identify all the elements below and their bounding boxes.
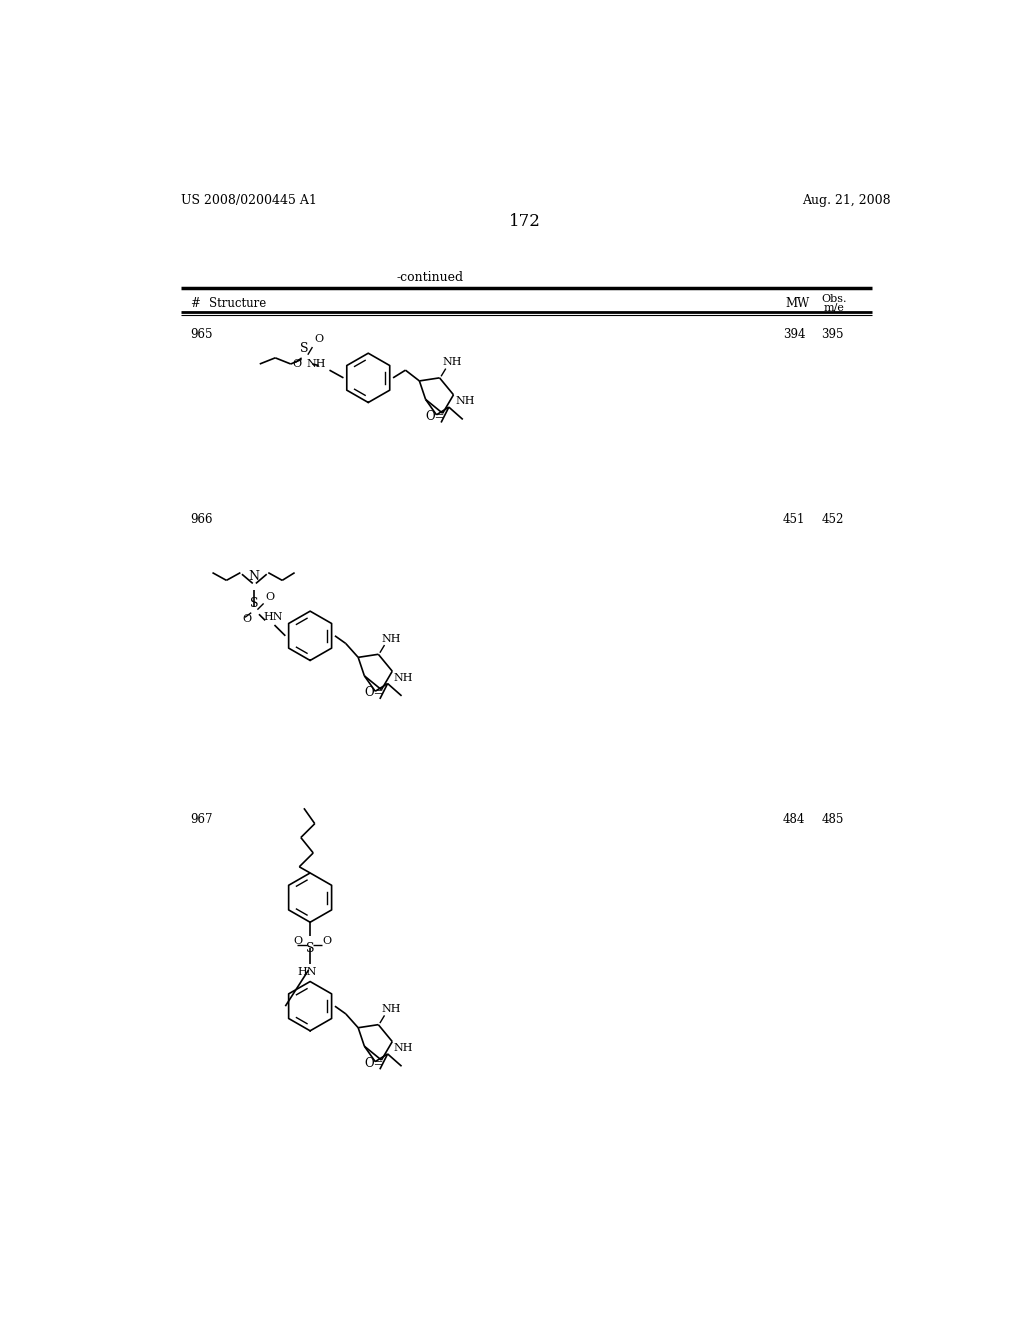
- Text: O: O: [293, 936, 302, 945]
- Text: O: O: [292, 359, 301, 370]
- Text: S: S: [250, 597, 259, 610]
- Text: #: #: [190, 297, 200, 310]
- Text: O=: O=: [365, 686, 384, 700]
- Text: 967: 967: [190, 813, 213, 826]
- Text: NH: NH: [455, 396, 474, 407]
- Text: O: O: [265, 591, 274, 602]
- Text: 965: 965: [190, 327, 213, 341]
- Text: NH: NH: [381, 1005, 401, 1014]
- Text: Obs.: Obs.: [821, 293, 847, 304]
- Text: O: O: [323, 936, 332, 945]
- Text: O: O: [242, 614, 251, 624]
- Text: S: S: [306, 942, 314, 956]
- Text: 395: 395: [821, 327, 844, 341]
- Text: 451: 451: [783, 512, 805, 525]
- Text: 966: 966: [190, 512, 213, 525]
- Text: NH: NH: [442, 358, 462, 367]
- Text: N: N: [249, 570, 260, 583]
- Text: MW: MW: [785, 297, 809, 310]
- Text: Structure: Structure: [209, 297, 266, 310]
- Text: 484: 484: [783, 813, 805, 826]
- Text: 485: 485: [821, 813, 844, 826]
- Text: O=: O=: [365, 1056, 384, 1069]
- Text: NH: NH: [307, 359, 327, 368]
- Text: NH: NH: [394, 673, 414, 682]
- Text: NH: NH: [381, 634, 401, 644]
- Text: O=: O=: [426, 409, 445, 422]
- Text: US 2008/0200445 A1: US 2008/0200445 A1: [180, 194, 316, 207]
- Text: HN: HN: [263, 612, 283, 622]
- Text: m/e: m/e: [824, 302, 845, 313]
- Text: 394: 394: [783, 327, 805, 341]
- Text: S: S: [300, 342, 309, 355]
- Text: Aug. 21, 2008: Aug. 21, 2008: [802, 194, 891, 207]
- Text: HN: HN: [298, 966, 317, 977]
- Text: NH: NH: [394, 1043, 414, 1053]
- Text: O: O: [314, 334, 324, 345]
- Text: 452: 452: [821, 512, 844, 525]
- Text: -continued: -continued: [396, 271, 464, 284]
- Text: 172: 172: [509, 213, 541, 230]
